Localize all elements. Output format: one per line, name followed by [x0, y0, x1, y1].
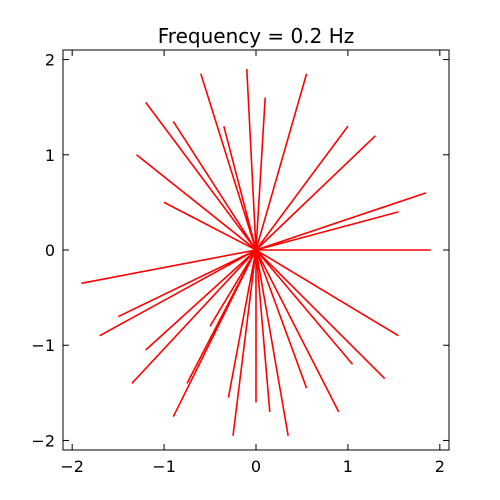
- series-line-0: [81, 69, 431, 436]
- y-tick-label: −1: [31, 336, 55, 355]
- x-tick-label: −2: [60, 457, 84, 476]
- series-layer: [81, 69, 431, 436]
- y-tick-label: 1: [45, 146, 55, 165]
- y-tick-label: 0: [45, 241, 55, 260]
- x-tick-label: −1: [152, 457, 176, 476]
- x-tick-label: 2: [435, 457, 445, 476]
- x-tick-label: 1: [343, 457, 353, 476]
- y-tick-label: 2: [45, 51, 55, 70]
- y-tick-label: −2: [31, 431, 55, 450]
- ticks-layer: −2 −1 0 1 2 −2 −1 0 1 2: [31, 50, 449, 476]
- x-tick-label: 0: [251, 457, 261, 476]
- chart-title: Frequency = 0.2 Hz: [158, 24, 355, 48]
